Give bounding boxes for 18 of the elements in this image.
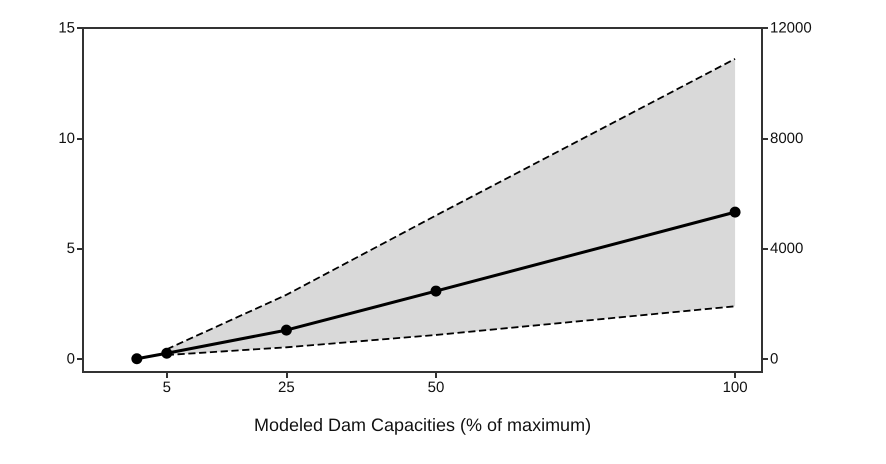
y-tick-label: 5 (66, 240, 75, 258)
x-tick-label: 50 (428, 379, 444, 396)
point (161, 348, 172, 359)
y-tick-label: 0 (66, 350, 75, 368)
y-tick-label: 15 (58, 20, 75, 36)
y2-tick-label: 0 (770, 350, 778, 368)
point (430, 286, 442, 297)
x-axis-title: Modeled Dam Capacities (% of maximum) (254, 415, 592, 435)
point (730, 206, 741, 218)
point (280, 324, 292, 336)
x-tick-label: 5 (162, 379, 171, 396)
x-tick-label: 100 (722, 379, 748, 396)
point (131, 353, 142, 364)
y2-tick-label: 8000 (770, 130, 804, 147)
y2-tick-label: 12000 (770, 20, 812, 36)
x-tick-label: 25 (278, 379, 295, 396)
y-tick-label: 10 (58, 130, 75, 147)
y2-tick-label: 4000 (770, 240, 804, 258)
